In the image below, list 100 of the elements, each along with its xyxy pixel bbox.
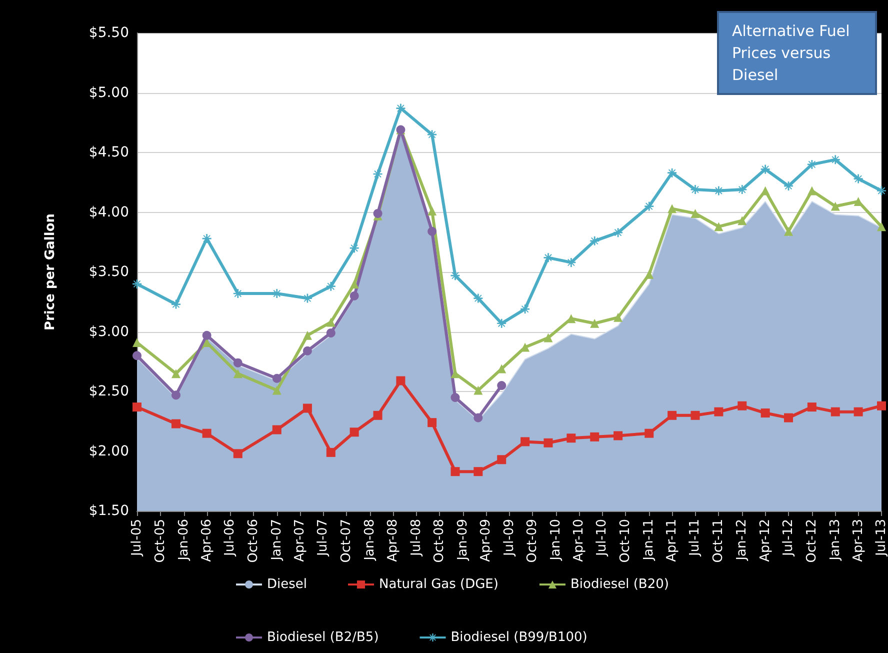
x-tick-label: Jan-13 xyxy=(828,519,843,562)
point xyxy=(566,258,576,267)
point xyxy=(302,404,312,413)
y-tick-label: $5.50 xyxy=(88,25,129,41)
x-tick-label: Jul-10 xyxy=(594,519,610,557)
point xyxy=(428,226,437,236)
point xyxy=(233,449,242,458)
point xyxy=(760,164,770,174)
legend-label: Biodiesel (B2/B5) xyxy=(267,630,379,645)
point xyxy=(544,438,553,448)
point xyxy=(714,186,724,196)
point xyxy=(350,428,359,437)
x-tick-label: Oct-09 xyxy=(525,519,540,563)
point xyxy=(171,390,180,400)
x-tick-label: Oct-08 xyxy=(432,519,448,563)
point xyxy=(350,291,359,300)
point xyxy=(497,381,506,390)
point xyxy=(373,170,382,179)
x-tick-label: Jan-11 xyxy=(642,519,657,562)
point xyxy=(690,185,700,194)
point xyxy=(474,467,483,476)
point xyxy=(544,253,553,262)
x-tick-label: Jan-08 xyxy=(362,519,378,562)
y-tick-label: $4.00 xyxy=(88,204,129,220)
point xyxy=(784,413,793,422)
point xyxy=(171,419,180,428)
point xyxy=(302,330,312,340)
point xyxy=(784,181,793,190)
point xyxy=(233,289,242,298)
point xyxy=(396,376,406,386)
point xyxy=(690,208,700,218)
point xyxy=(474,294,483,303)
x-tick-label: Apr-11 xyxy=(664,519,680,562)
point xyxy=(497,455,506,464)
x-tick-label: Jul-07 xyxy=(316,519,330,557)
point xyxy=(132,279,142,288)
point xyxy=(497,318,506,328)
point xyxy=(520,304,530,314)
x-tick-label: Oct-11 xyxy=(711,519,726,563)
point xyxy=(326,448,336,457)
legend-label: Biodiesel (B99/B100) xyxy=(450,630,588,645)
x-tick-label: Oct-05 xyxy=(152,519,168,563)
point xyxy=(854,407,863,416)
y-tick-label: $1.50 xyxy=(88,503,129,519)
point xyxy=(326,282,336,291)
point xyxy=(714,407,724,416)
x-tick-label: Jan-09 xyxy=(456,519,471,562)
point xyxy=(326,328,336,338)
point xyxy=(272,386,282,395)
point xyxy=(428,130,437,140)
point xyxy=(428,418,437,428)
y-tick-label: $3.50 xyxy=(88,264,129,280)
legend-label: Diesel xyxy=(267,577,308,592)
point xyxy=(714,222,724,232)
point xyxy=(877,186,886,196)
point xyxy=(877,222,886,232)
x-tick-label: Apr-13 xyxy=(850,519,866,562)
point xyxy=(614,312,623,322)
point xyxy=(373,208,382,218)
point xyxy=(830,407,840,416)
legend-label: Natural Gas (DGE) xyxy=(379,577,498,592)
point xyxy=(590,236,600,246)
point xyxy=(302,346,312,356)
point xyxy=(784,226,793,236)
y-tick-label: $4.50 xyxy=(88,144,129,160)
point xyxy=(738,216,747,226)
y-tick-label: $3.00 xyxy=(88,324,129,340)
y-axis-title: Price per Gallon xyxy=(43,213,58,331)
point xyxy=(566,434,576,443)
x-tick-label: Jul-13 xyxy=(874,519,888,557)
x-tick-label: Jul-12 xyxy=(781,519,796,557)
y-tick-label: $2.00 xyxy=(88,443,129,460)
point xyxy=(326,318,336,327)
point xyxy=(132,402,142,412)
x-tick-label: Jan-12 xyxy=(734,519,750,562)
point xyxy=(428,206,437,216)
point xyxy=(233,369,242,378)
point xyxy=(202,330,212,340)
point xyxy=(272,289,282,298)
x-tick-label: Apr-08 xyxy=(386,519,401,562)
x-tick-label: Jul-05 xyxy=(130,519,144,557)
y-tick-label: $2.50 xyxy=(88,384,129,400)
point xyxy=(544,333,553,342)
point xyxy=(760,408,770,418)
point xyxy=(450,271,460,280)
x-tick-label: Apr-07 xyxy=(292,519,308,562)
point xyxy=(854,174,863,184)
point xyxy=(474,386,483,395)
point xyxy=(233,358,242,368)
point xyxy=(171,300,180,309)
point xyxy=(171,369,180,378)
point xyxy=(302,294,312,303)
point xyxy=(668,410,677,420)
point xyxy=(474,413,483,422)
point xyxy=(807,186,816,196)
point xyxy=(738,401,747,410)
point xyxy=(614,431,623,440)
point xyxy=(807,402,816,412)
x-tick-label: Jul-11 xyxy=(688,519,703,557)
point xyxy=(272,374,282,383)
